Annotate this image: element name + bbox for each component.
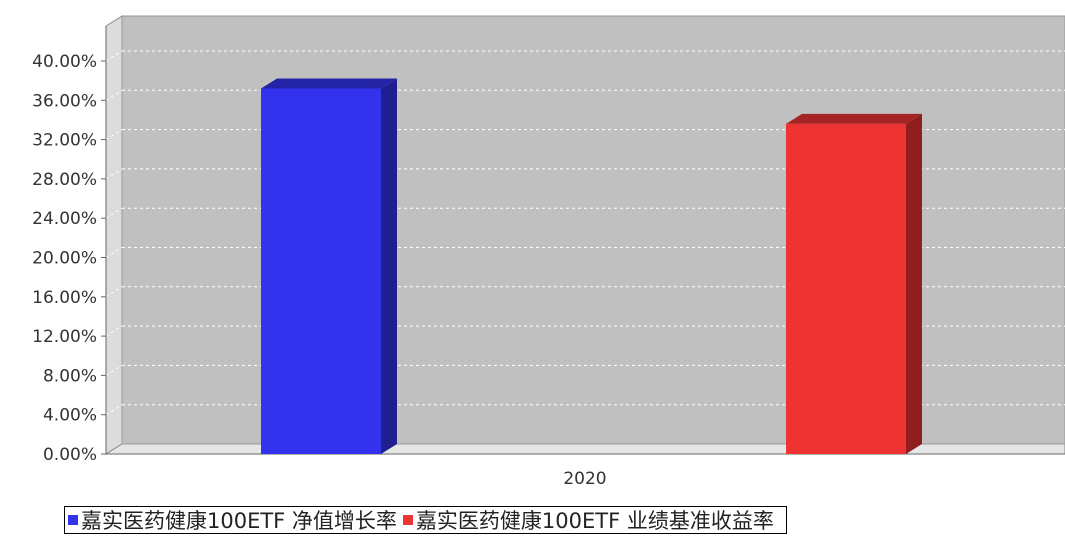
y-tick-label: 16.00% <box>32 288 97 308</box>
bar-top <box>786 113 922 124</box>
plot-left-wall <box>105 15 123 455</box>
bar-side <box>381 78 397 454</box>
legend-swatch-blue <box>68 515 78 525</box>
bar-top <box>261 78 397 89</box>
y-tick-label: 12.00% <box>32 327 97 347</box>
legend-item-benchmark-return: 嘉实医药健康100ETF 业绩基准收益率 <box>402 505 774 535</box>
y-tick-label: 36.00% <box>32 91 97 111</box>
legend-swatch-red <box>402 515 413 525</box>
bar-chart: 0.00% 4.00% 8.00% 12.00% 16.00% 20.00% 24.00% 2… <box>32 15 1065 489</box>
y-tick-label: 20.00% <box>32 249 97 269</box>
bar-side <box>906 113 922 454</box>
legend: 嘉实医药健康100ETF 净值增长率 嘉实医药健康100ETF 业绩基准收益率 <box>64 506 787 534</box>
y-tick-label: 40.00% <box>32 52 97 72</box>
legend-item-nav-growth: 嘉实医药健康100ETF 净值增长率 <box>68 505 397 535</box>
y-tick-label: 0.00% <box>43 445 97 465</box>
y-tick-label: 28.00% <box>32 170 97 190</box>
y-tick-label: 8.00% <box>43 366 97 386</box>
bar <box>261 88 381 454</box>
bar <box>786 123 906 454</box>
y-tick-label: 4.00% <box>43 406 97 426</box>
y-tick-label: 32.00% <box>32 131 97 151</box>
legend-label: 嘉实医药健康100ETF 净值增长率 <box>81 509 397 533</box>
plot-floor <box>104 443 1065 455</box>
y-tick-label: 24.00% <box>32 209 97 229</box>
legend-label: 嘉实医药健康100ETF 业绩基准收益率 <box>415 509 774 533</box>
x-tick-label: 2020 <box>563 469 606 489</box>
